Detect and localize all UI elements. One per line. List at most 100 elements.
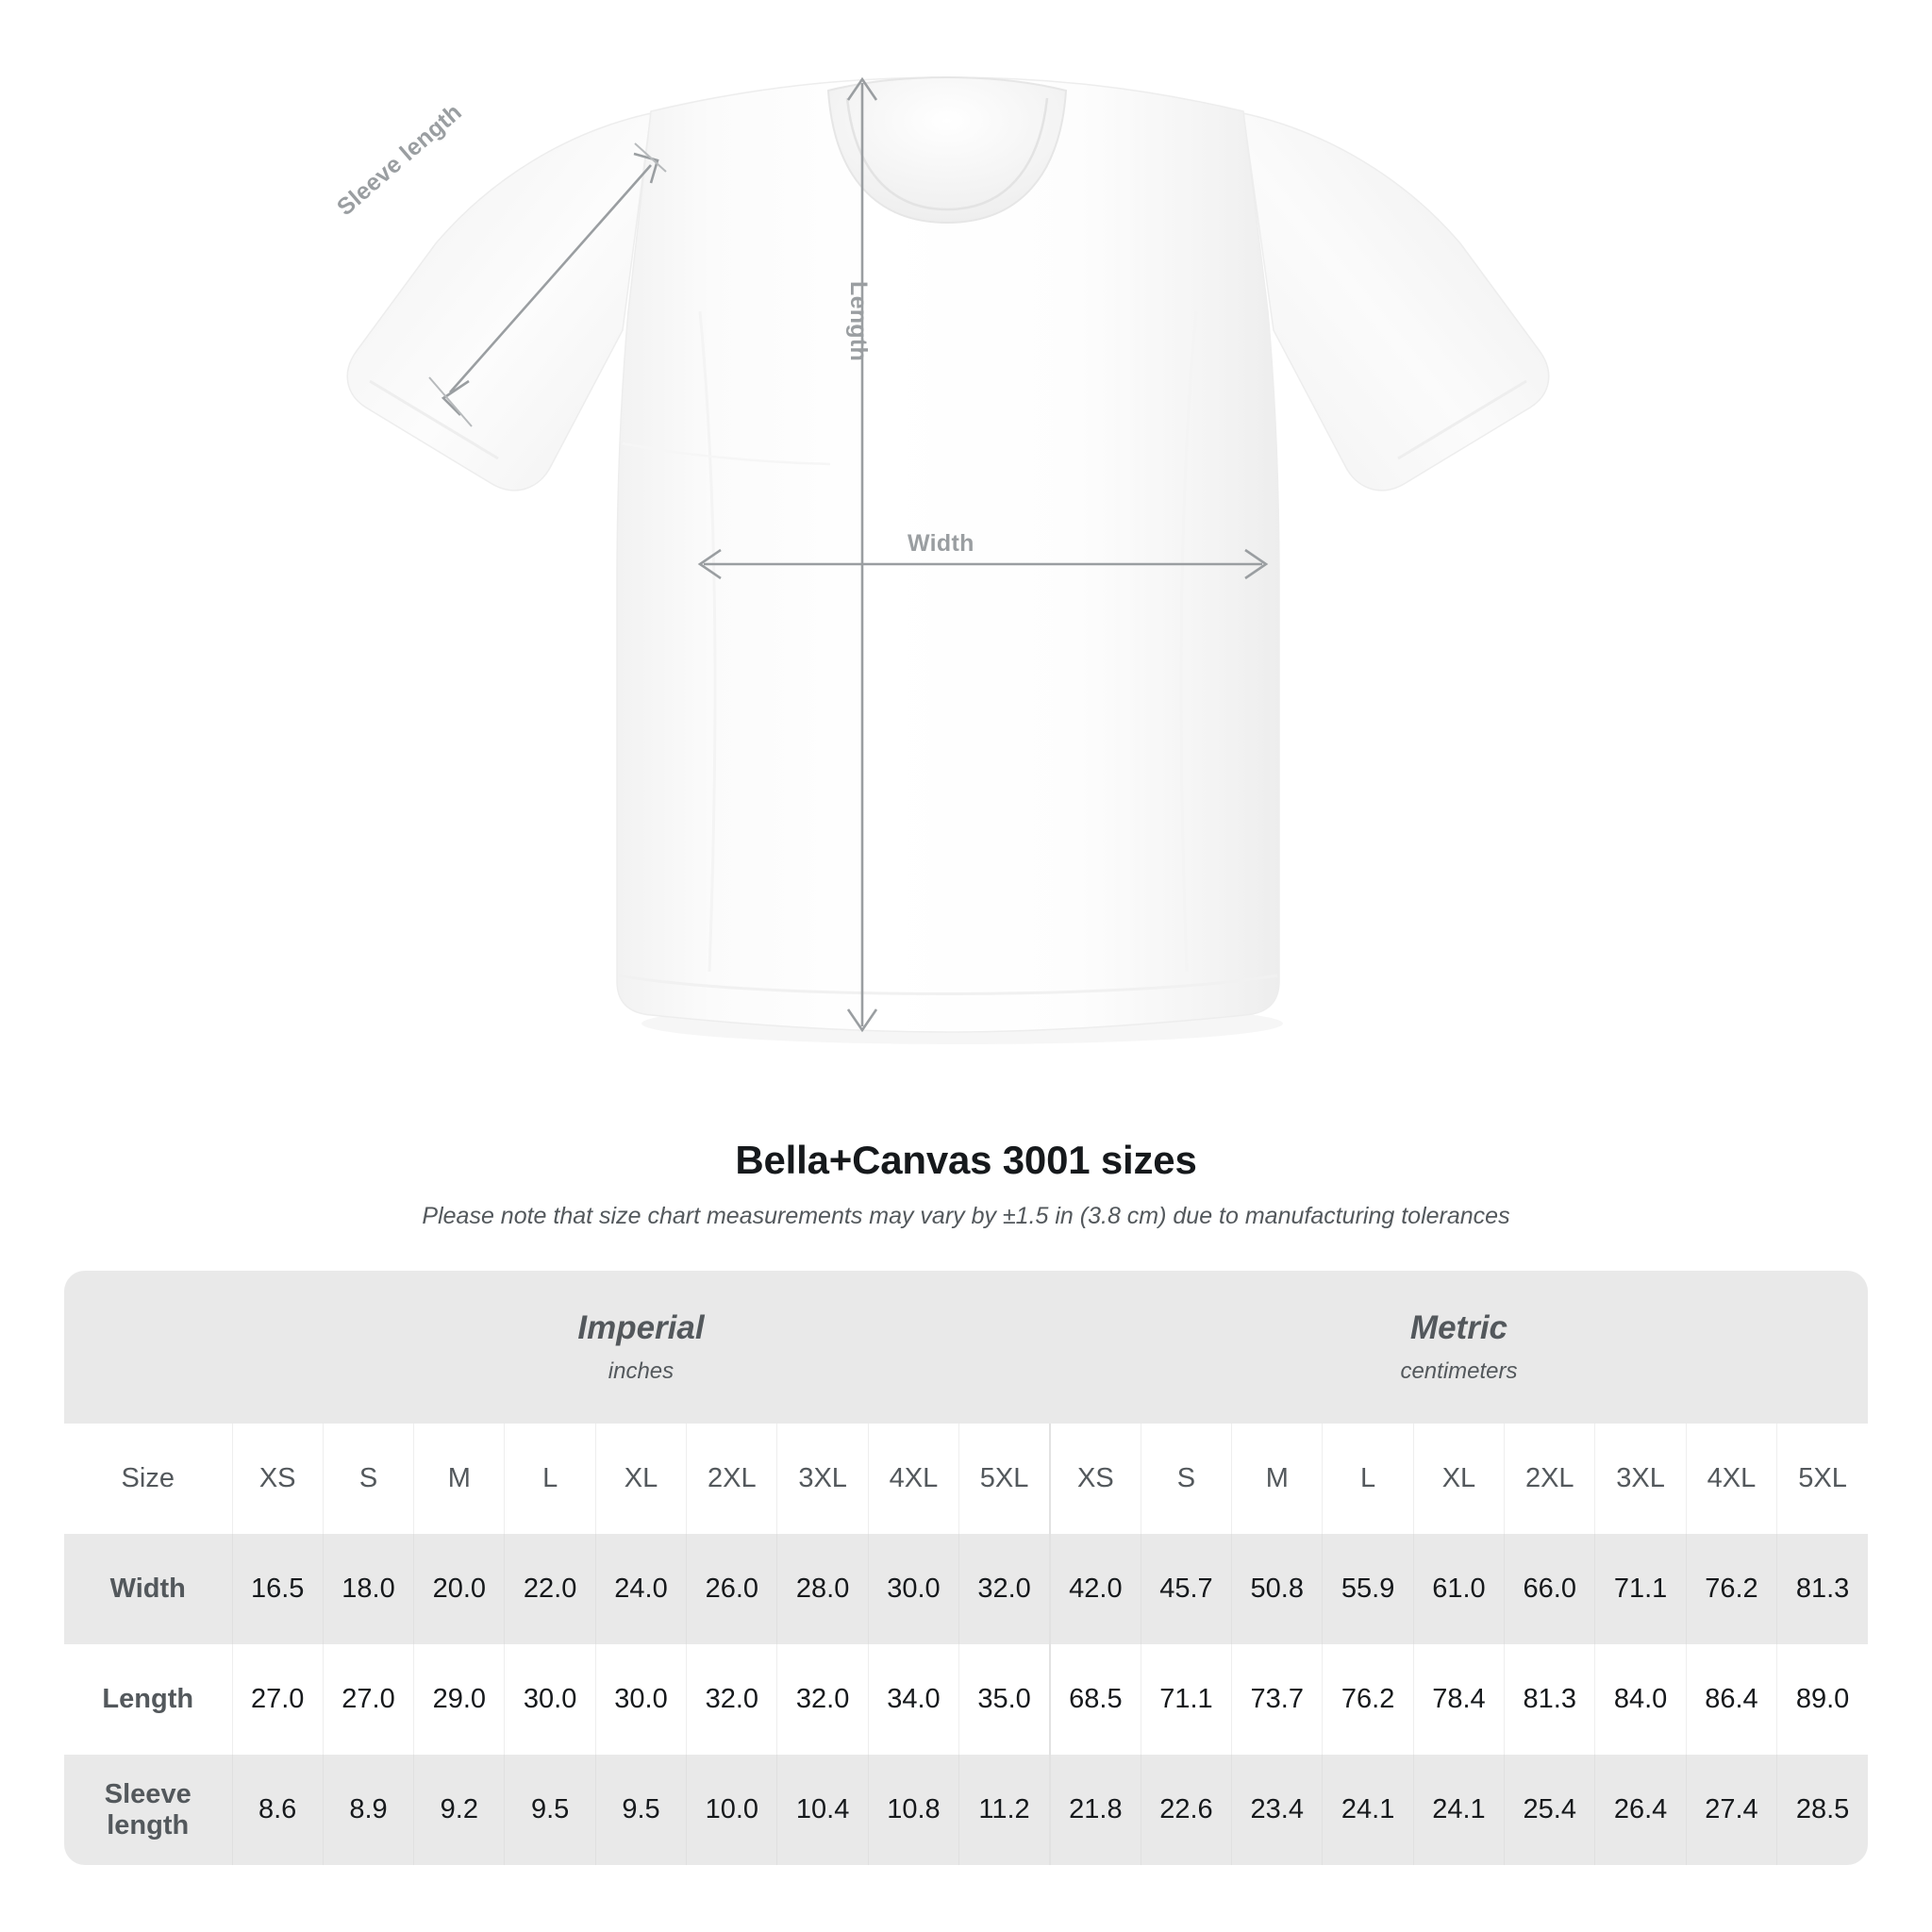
cell-length-metric-s: 71.1 xyxy=(1140,1644,1232,1755)
width-arrow-head-right xyxy=(1244,548,1269,580)
cell-sleeve-length-imperial-3xl: 10.4 xyxy=(776,1755,869,1865)
cell-length-imperial-3xl: 32.0 xyxy=(776,1644,869,1755)
size-header-cell-metric-2xl: 2XL xyxy=(1504,1424,1595,1534)
length-arrow-head-top xyxy=(846,76,878,101)
size-header-cell-metric-4xl: 4XL xyxy=(1685,1424,1777,1534)
cell-length-imperial-xs: 27.0 xyxy=(231,1644,324,1755)
size-header-cell-imperial-xl: XL xyxy=(594,1424,687,1534)
cell-sleeve-length-imperial-l: 9.5 xyxy=(504,1755,596,1865)
cell-sleeve-length-imperial-xl: 9.5 xyxy=(594,1755,687,1865)
size-header-cell-imperial-2xl: 2XL xyxy=(686,1424,777,1534)
row-label-length: Length xyxy=(64,1644,232,1755)
cell-width-metric-xl: 61.0 xyxy=(1412,1534,1505,1644)
cell-width-imperial-s: 18.0 xyxy=(322,1534,414,1644)
cell-width-imperial-3xl: 28.0 xyxy=(776,1534,869,1644)
cell-sleeve-length-metric-s: 22.6 xyxy=(1140,1755,1232,1865)
cell-width-imperial-xl: 24.0 xyxy=(594,1534,687,1644)
size-header-cell-metric-5xl: 5XL xyxy=(1776,1424,1868,1534)
table-row: Width 16.5 18.0 20.0 22.0 24.0 26.0 28.0 30.0 32.… xyxy=(64,1534,1868,1644)
row-label-sleeve-length: Sleeve length xyxy=(64,1755,232,1865)
cell-length-metric-2xl: 81.3 xyxy=(1504,1644,1595,1755)
cell-width-imperial-5xl: 32.0 xyxy=(958,1534,1050,1644)
size-header-cell-imperial-s: S xyxy=(322,1424,414,1534)
size-header-cell-imperial-xs: XS xyxy=(231,1424,324,1534)
collar xyxy=(826,75,1068,225)
cell-width-metric-3xl: 71.1 xyxy=(1594,1534,1687,1644)
unit-banner-row: Imperial inches Metric centimeters xyxy=(64,1271,1868,1424)
cell-sleeve-length-imperial-m: 9.2 xyxy=(413,1755,505,1865)
cell-width-metric-xs: 42.0 xyxy=(1048,1534,1141,1644)
cell-sleeve-length-metric-4xl: 27.4 xyxy=(1685,1755,1777,1865)
size-header-cell-metric-m: M xyxy=(1231,1424,1323,1534)
cell-length-imperial-5xl: 35.0 xyxy=(958,1644,1050,1755)
table-row: Length 27.0 27.0 29.0 30.0 30.0 32.0 32.0 34.0 35… xyxy=(64,1644,1868,1755)
sleeve-arrow-head-upper xyxy=(633,152,659,184)
cell-length-imperial-s: 27.0 xyxy=(322,1644,414,1755)
cell-width-metric-4xl: 76.2 xyxy=(1685,1534,1777,1644)
size-header-cell-imperial-l: L xyxy=(504,1424,596,1534)
cell-width-metric-2xl: 66.0 xyxy=(1504,1534,1595,1644)
right-sleeve xyxy=(1242,112,1550,491)
cell-length-imperial-2xl: 32.0 xyxy=(686,1644,777,1755)
cell-width-metric-m: 50.8 xyxy=(1231,1534,1323,1644)
cell-length-metric-4xl: 86.4 xyxy=(1685,1644,1777,1755)
size-header-label: Size xyxy=(64,1424,232,1534)
cell-sleeve-length-imperial-5xl: 11.2 xyxy=(958,1755,1050,1865)
table-row: Sleeve length 8.6 8.9 9.2 9.5 9.5 10.0 10.4 10.8… xyxy=(64,1755,1868,1865)
cell-length-metric-xs: 68.5 xyxy=(1048,1644,1141,1755)
cell-width-imperial-l: 22.0 xyxy=(504,1534,596,1644)
cell-length-imperial-l: 30.0 xyxy=(504,1644,596,1755)
sleeve-tick-upper xyxy=(634,142,667,173)
width-annotation-label: Width xyxy=(908,530,974,557)
tshirt-illustration xyxy=(346,75,1550,1033)
cell-width-metric-s: 45.7 xyxy=(1140,1534,1232,1644)
cell-sleeve-length-imperial-4xl: 10.8 xyxy=(867,1755,959,1865)
sleeve-arrow-head-lower xyxy=(441,379,470,416)
cell-sleeve-length-metric-3xl: 26.4 xyxy=(1594,1755,1687,1865)
cell-length-metric-3xl: 84.0 xyxy=(1594,1644,1687,1755)
size-header-cell-metric-l: L xyxy=(1322,1424,1414,1534)
tshirt-measurement-diagram: Sleeve length Length Width xyxy=(332,75,1550,1033)
cell-width-metric-5xl: 81.3 xyxy=(1776,1534,1868,1644)
cell-sleeve-length-metric-xl: 24.1 xyxy=(1412,1755,1505,1865)
cell-sleeve-length-metric-2xl: 25.4 xyxy=(1504,1755,1595,1865)
left-sleeve xyxy=(346,112,652,491)
size-header-cell-metric-s: S xyxy=(1140,1424,1232,1534)
unit-name: Metric xyxy=(1409,1309,1508,1347)
unit-header-metric: Metric centimeters xyxy=(1049,1271,1868,1424)
width-arrow-head-left xyxy=(697,548,722,580)
row-label-width: Width xyxy=(64,1534,232,1644)
size-chart-table-container: Imperial inches Metric centimeters Size XS S M L… xyxy=(64,1271,1868,1865)
cell-width-imperial-m: 20.0 xyxy=(413,1534,505,1644)
sleeve-tick-lower xyxy=(428,376,473,427)
cell-sleeve-length-metric-5xl: 28.5 xyxy=(1776,1755,1868,1865)
size-header-cell-metric-xs: XS xyxy=(1048,1424,1141,1534)
size-header-row: Size XS S M L XL 2XL 3XL 4XL 5XL XS S M L XL 2XL 3XL 4XL 5… xyxy=(64,1424,1868,1534)
cell-width-imperial-4xl: 30.0 xyxy=(867,1534,959,1644)
shirt-body xyxy=(616,76,1280,1033)
length-annotation-label: Length xyxy=(845,281,872,362)
cell-sleeve-length-imperial-s: 8.9 xyxy=(322,1755,414,1865)
cell-length-metric-m: 73.7 xyxy=(1231,1644,1323,1755)
cell-length-metric-5xl: 89.0 xyxy=(1776,1644,1868,1755)
size-header-cell-imperial-3xl: 3XL xyxy=(776,1424,869,1534)
size-header-cell-imperial-5xl: 5XL xyxy=(958,1424,1050,1534)
cell-sleeve-length-metric-m: 23.4 xyxy=(1231,1755,1323,1865)
chart-heading: Bella+Canvas 3001 sizes Please note that… xyxy=(0,1137,1932,1232)
cell-length-metric-xl: 78.4 xyxy=(1412,1644,1505,1755)
sleeve-arrow-line xyxy=(449,164,652,393)
cell-length-imperial-4xl: 34.0 xyxy=(867,1644,959,1755)
unit-row-spacer xyxy=(64,1271,232,1424)
cell-width-imperial-2xl: 26.0 xyxy=(686,1534,777,1644)
cell-width-metric-l: 55.9 xyxy=(1322,1534,1414,1644)
cell-length-imperial-xl: 30.0 xyxy=(594,1644,687,1755)
page-title: Bella+Canvas 3001 sizes xyxy=(735,1138,1197,1182)
cell-length-imperial-m: 29.0 xyxy=(413,1644,505,1755)
length-arrow-head-bottom xyxy=(846,1008,878,1033)
page-subtitle: Please note that size chart measurements… xyxy=(422,1203,1510,1230)
unit-header-imperial: Imperial inches xyxy=(232,1271,1050,1424)
cell-sleeve-length-metric-l: 24.1 xyxy=(1322,1755,1414,1865)
cell-sleeve-length-imperial-2xl: 10.0 xyxy=(686,1755,777,1865)
size-header-cell-metric-xl: XL xyxy=(1412,1424,1505,1534)
